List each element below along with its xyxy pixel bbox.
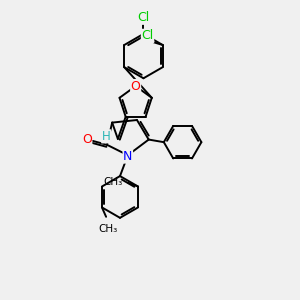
Text: N: N [123, 150, 133, 163]
Text: Cl: Cl [141, 29, 154, 42]
Text: CH₃: CH₃ [98, 224, 118, 234]
Text: O: O [82, 133, 92, 146]
Text: CH₃: CH₃ [104, 177, 123, 187]
Text: Cl: Cl [137, 11, 150, 24]
Text: O: O [131, 80, 141, 93]
Text: H: H [102, 130, 110, 143]
